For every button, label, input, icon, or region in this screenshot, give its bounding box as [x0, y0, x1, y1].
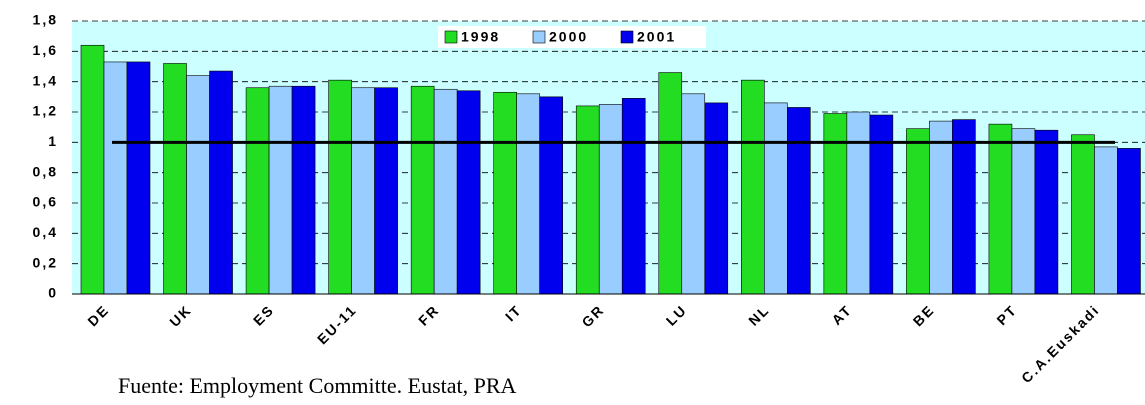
bar — [103, 61, 128, 295]
bar — [741, 79, 765, 295]
bar — [787, 107, 811, 295]
legend-swatch — [444, 30, 458, 44]
bar — [410, 85, 435, 295]
bar — [906, 128, 930, 295]
x-tick-label: PT — [993, 301, 1020, 328]
y-tick-label: 0 — [48, 285, 58, 301]
bar — [1094, 146, 1118, 295]
bar — [1011, 128, 1036, 295]
x-tick-label: AT — [828, 301, 855, 328]
bar — [929, 120, 953, 295]
bar — [621, 98, 646, 295]
legend-swatch — [620, 30, 634, 44]
bar — [291, 85, 316, 295]
bar — [681, 93, 706, 295]
bar — [598, 104, 623, 295]
bar — [374, 87, 398, 295]
x-tick-label: EU-11 — [314, 301, 360, 347]
bar — [988, 123, 1013, 295]
bar — [516, 93, 540, 295]
y-tick-label: 0,6 — [33, 194, 58, 210]
bar — [539, 96, 563, 295]
bar — [163, 63, 187, 295]
bar — [575, 105, 600, 295]
x-tick-label: LU — [663, 301, 690, 328]
legend-swatch — [532, 30, 546, 44]
legend-box — [438, 26, 706, 48]
y-tick-label: 0,4 — [33, 224, 58, 240]
bar — [493, 91, 517, 295]
bar — [351, 87, 375, 295]
bar — [658, 72, 683, 295]
bar — [433, 88, 458, 295]
bar — [952, 119, 976, 295]
x-tick-label: DE — [84, 301, 112, 329]
bar — [456, 90, 481, 295]
y-tick-label: 1,6 — [33, 42, 58, 58]
x-tick-label: C.A.Euskadi — [1018, 301, 1103, 386]
bar — [704, 102, 729, 295]
y-tick-label: 0,8 — [33, 163, 58, 179]
x-tick-label: ES — [250, 301, 277, 328]
y-tick-label: 1,4 — [33, 72, 58, 88]
x-tick-label: IT — [502, 301, 525, 324]
bar — [126, 61, 151, 295]
bar — [1117, 148, 1141, 295]
x-tick-label: BE — [910, 301, 938, 329]
y-tick-label: 1,8 — [33, 12, 58, 28]
source: Fuente: Employment Committe. Eustat, PRA — [118, 373, 517, 398]
bar — [80, 44, 105, 295]
bar — [1034, 129, 1059, 295]
bar — [186, 75, 210, 295]
bar — [764, 102, 788, 295]
legend-label: 2001 — [637, 29, 676, 45]
bar — [846, 111, 871, 295]
y-tick-label: 0,2 — [33, 254, 58, 270]
legend-label: 1998 — [461, 29, 500, 45]
y-tick-label: 1,2 — [33, 103, 58, 119]
x-tick-label: UK — [166, 301, 194, 329]
x-tick-label: FR — [415, 301, 442, 328]
legend-label: 2000 — [549, 29, 588, 45]
bar — [823, 113, 848, 295]
bar — [1071, 134, 1095, 295]
y-tick-label: 1 — [48, 133, 58, 149]
x-tick-label: GR — [578, 301, 607, 330]
bar — [328, 79, 352, 295]
bar — [209, 70, 233, 295]
bar — [268, 85, 293, 295]
bar — [245, 87, 270, 295]
x-tick-label: NL — [745, 301, 772, 328]
